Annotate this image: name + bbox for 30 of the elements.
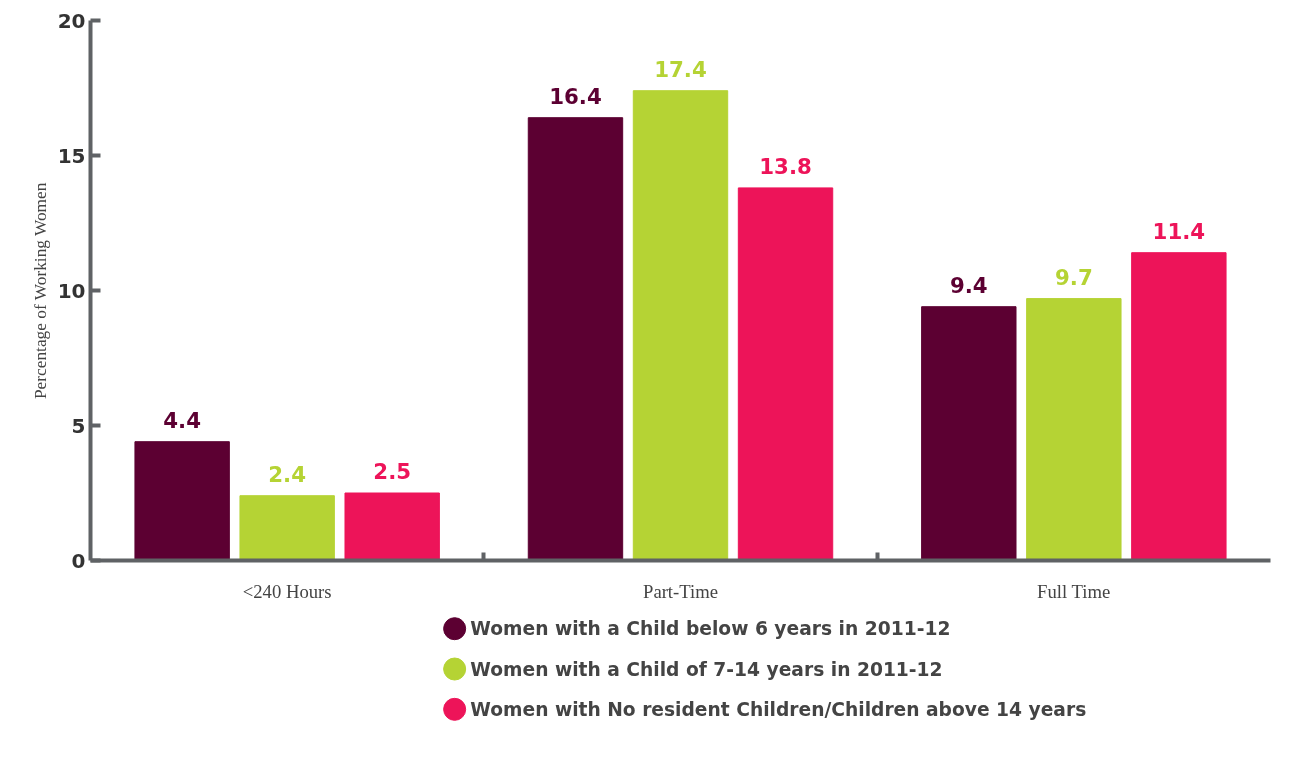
y-tick-label: 20: [57, 8, 86, 33]
data-label: 2.4: [268, 461, 307, 487]
data-label: 9.7: [1054, 264, 1093, 290]
data-label: 2.5: [373, 459, 412, 484]
y-tick-label: 0: [71, 548, 86, 573]
legend-label: Women with No resident Children/Children above 14 years: [470, 698, 1087, 720]
bar: [527, 117, 624, 561]
bar: [344, 492, 440, 561]
bar: [239, 495, 335, 561]
y-tick-label: 10: [57, 278, 86, 303]
data-label: 9.4: [949, 272, 988, 298]
data-label: 13.8: [759, 153, 812, 179]
legend-label: Women with a Child below 6 years in 2011-12: [470, 618, 951, 640]
data-label: 16.4: [549, 83, 602, 109]
bar: [632, 90, 729, 561]
x-tick-label: Part-Time: [643, 580, 718, 602]
x-tick-label: Full Time: [1037, 580, 1111, 602]
data-label: 11.4: [1152, 218, 1206, 244]
legend-label: Women with a Child of 7-14 years in 2011-12: [470, 658, 943, 680]
data-label: 4.4: [163, 407, 202, 433]
bar: [134, 441, 230, 561]
bar: [1131, 252, 1227, 561]
bar: [737, 187, 834, 561]
y-axis-title: Percentage of Working Women: [30, 182, 50, 400]
bar: [921, 306, 1017, 561]
data-label: 17.4: [654, 56, 707, 82]
y-tick-label: 15: [57, 143, 86, 168]
x-tick-label: <240 Hours: [242, 580, 332, 602]
bar: [1026, 298, 1122, 561]
y-tick-label: 5: [71, 413, 86, 438]
